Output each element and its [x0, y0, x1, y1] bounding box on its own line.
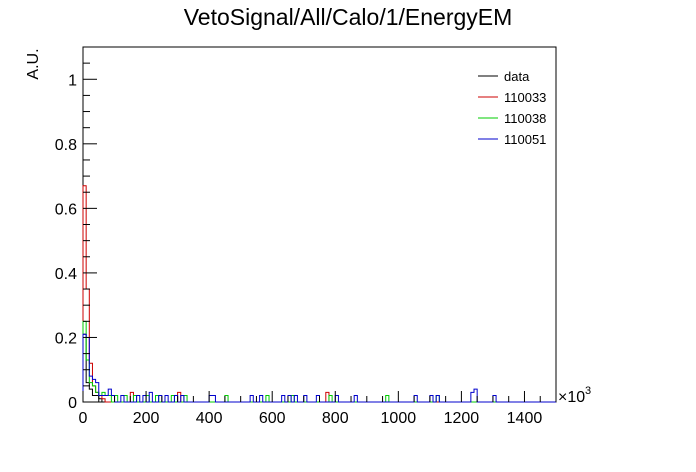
chart-title: VetoSignal/All/Calo/1/EnergyEM [184, 4, 513, 30]
x-tick-label: 1400 [507, 410, 543, 427]
legend-entry-110051: 110051 [504, 132, 546, 147]
y-tick-label: 1 [68, 72, 77, 89]
legend: data 110033 110038 110051 [478, 69, 546, 147]
y-axis-ticks: 0 0.2 0.4 0.6 0.8 1 [55, 46, 97, 412]
x-axis-multiplier: ×10 3 [558, 385, 591, 406]
x-axis-multiplier-exponent: 3 [585, 385, 591, 397]
series-line-110051 [82, 333, 556, 403]
series-layer [82, 185, 556, 403]
x-axis-multiplier-base: ×10 [558, 389, 585, 406]
plot-frame [82, 46, 557, 403]
x-axis-ticks: 0 200 400 600 800 1000 1200 1400 [79, 391, 557, 427]
series-line-data [82, 333, 556, 403]
y-axis-label: A.U. [25, 48, 42, 79]
legend-entry-data: data [504, 69, 530, 84]
y-tick-label: 0.2 [55, 330, 77, 347]
y-tick-label: 0.4 [55, 266, 77, 283]
x-tick-label: 200 [133, 410, 160, 427]
x-tick-label: 1000 [381, 410, 417, 427]
series-line-110038 [82, 320, 556, 403]
y-tick-label: 0.8 [55, 137, 77, 154]
y-tick-label: 0.6 [55, 201, 77, 218]
x-tick-label: 0 [79, 410, 88, 427]
plot-area: 0 200 400 600 800 1000 1200 1400 0 0.2 0.4 0.6 0.8 1 [55, 46, 557, 427]
y-tick-label: 0 [68, 395, 77, 412]
x-tick-label: 800 [322, 410, 349, 427]
x-tick-label: 1200 [444, 410, 480, 427]
legend-entry-110038: 110038 [504, 111, 546, 126]
legend-entry-110033: 110033 [504, 90, 546, 105]
x-tick-label: 600 [259, 410, 286, 427]
series-line-110033 [82, 185, 556, 403]
x-tick-label: 400 [196, 410, 223, 427]
